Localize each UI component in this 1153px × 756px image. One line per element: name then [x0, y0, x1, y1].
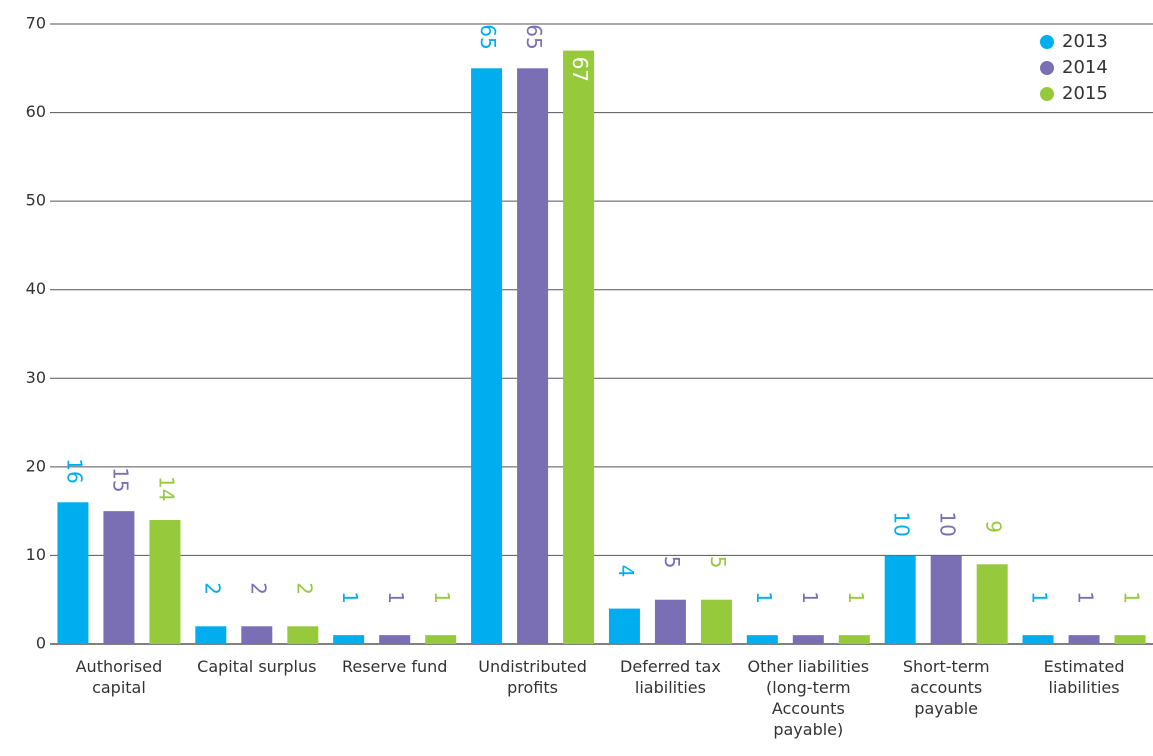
bar — [976, 564, 1008, 644]
x-tick-label: Estimated liabilities — [1043, 657, 1125, 697]
x-tick-label: Deferred tax liabilities — [620, 657, 721, 697]
data-label: 2 — [246, 582, 270, 595]
data-label: 10 — [936, 511, 960, 536]
bar — [608, 608, 640, 644]
data-label: 1 — [338, 591, 362, 604]
bar — [792, 635, 824, 644]
x-tick-label: Authorised capital — [75, 657, 163, 697]
data-label: 9 — [982, 520, 1006, 533]
y-tick-label: 60 — [26, 102, 46, 121]
data-label: 1 — [430, 591, 454, 604]
y-tick-label: 20 — [26, 456, 46, 475]
data-label: 1 — [1028, 591, 1052, 604]
x-tick-label: Undistributed profits — [478, 657, 587, 697]
data-label: 1 — [798, 591, 822, 604]
bar — [425, 635, 457, 644]
x-tick-label: Capital surplus — [197, 657, 317, 676]
bar — [149, 520, 181, 644]
data-label: 1 — [844, 591, 868, 604]
data-label: 65 — [522, 24, 546, 49]
bar — [57, 502, 89, 644]
bar — [838, 635, 870, 644]
data-label: 10 — [890, 511, 914, 536]
bar — [654, 599, 686, 644]
x-tick-label: Other liabilities (long-term Accounts pa… — [747, 657, 870, 739]
data-label: 67 — [568, 57, 592, 82]
legend-label: 2015 — [1062, 83, 1108, 104]
legend-label: 2013 — [1062, 31, 1108, 52]
data-label: 14 — [154, 476, 178, 501]
legend-label: 2014 — [1062, 57, 1108, 78]
data-label: 16 — [62, 458, 86, 483]
legend-swatch — [1040, 61, 1054, 75]
bar — [930, 555, 962, 644]
legend-swatch — [1040, 35, 1054, 49]
bar — [379, 635, 411, 644]
x-tick-label: Reserve fund — [341, 657, 448, 676]
data-label: 5 — [706, 556, 730, 569]
data-label: 2 — [200, 582, 224, 595]
data-label: 4 — [614, 565, 638, 578]
y-tick-label: 50 — [26, 191, 46, 210]
bar — [700, 599, 732, 644]
y-tick-label: 0 — [36, 634, 46, 653]
bar — [471, 68, 503, 645]
bar — [287, 626, 319, 644]
data-label: 1 — [1074, 591, 1098, 604]
y-tick-label: 10 — [26, 545, 46, 564]
data-label: 1 — [752, 591, 776, 604]
y-tick-label: 70 — [26, 14, 46, 33]
data-label: 1 — [384, 591, 408, 604]
bar — [517, 68, 549, 645]
x-tick-label: Short-term accounts payable — [902, 657, 990, 718]
data-label: 2 — [292, 582, 316, 595]
legend-swatch — [1040, 87, 1054, 101]
data-label: 5 — [660, 556, 684, 569]
bar — [1068, 635, 1100, 644]
bar — [195, 626, 227, 644]
bar — [241, 626, 273, 644]
y-tick-label: 40 — [26, 279, 46, 298]
bar — [1114, 635, 1146, 644]
bar — [333, 635, 365, 644]
y-tick-label: 30 — [26, 368, 46, 387]
data-label: 1 — [1120, 591, 1144, 604]
bar — [884, 555, 916, 644]
bar — [1022, 635, 1054, 644]
bar — [563, 50, 595, 645]
data-label: 65 — [476, 24, 500, 49]
bar — [746, 635, 778, 644]
bar — [103, 511, 135, 644]
data-label: 15 — [108, 467, 132, 492]
